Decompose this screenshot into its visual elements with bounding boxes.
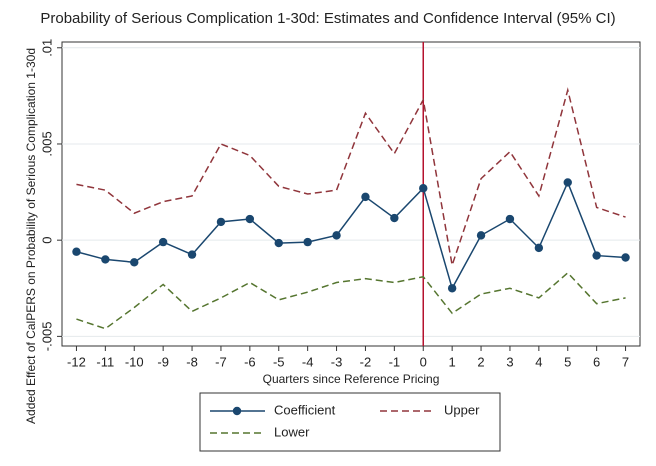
x-tick-label: -6 (244, 354, 256, 369)
legend-label: Upper (444, 402, 480, 417)
point (534, 243, 544, 253)
legend-label: Lower (274, 424, 310, 439)
x-tick-label: 0 (420, 354, 427, 369)
x-tick-label: 2 (477, 354, 484, 369)
point (361, 192, 370, 202)
point (419, 184, 428, 193)
y-axis-label: Added Effect of CalPERS on Probability o… (24, 48, 38, 424)
point (621, 253, 630, 262)
point (101, 255, 110, 264)
point (274, 238, 283, 248)
point (216, 217, 226, 227)
point (476, 231, 486, 240)
legend-marker (232, 406, 242, 416)
point (245, 214, 255, 224)
point (332, 231, 341, 240)
plot-area (61, 41, 641, 347)
x-tick-label: -12 (67, 354, 86, 369)
point (592, 251, 601, 260)
x-tick-label: -11 (96, 354, 114, 369)
x-tick-label: -3 (331, 354, 343, 369)
legend-box (199, 392, 501, 452)
point (563, 178, 572, 187)
x-tick-label: -9 (157, 354, 169, 369)
chart-title: Probability of Serious Complication 1-30… (40, 10, 615, 27)
point (187, 250, 197, 259)
point (505, 214, 515, 224)
x-tick-label: 1 (449, 354, 456, 369)
legend-label: Coefficient (274, 402, 336, 417)
y-tick-label: 0 (39, 237, 54, 244)
x-tick-label: -2 (360, 354, 372, 369)
x-tick-label: 7 (622, 354, 629, 369)
x-tick-label: -4 (302, 354, 314, 369)
series-line (76, 87, 626, 266)
point (390, 213, 399, 223)
x-tick-label: 3 (506, 354, 513, 369)
point (72, 247, 81, 256)
x-tick-label: 5 (564, 354, 571, 369)
y-tick-label: -.005 (39, 322, 54, 352)
point (303, 237, 312, 247)
point (158, 237, 168, 247)
point (130, 258, 139, 267)
x-tick-label: -10 (125, 354, 144, 369)
x-tick-label: 6 (593, 354, 600, 369)
point (447, 284, 457, 293)
series-line (76, 180, 626, 291)
x-tick-label: -7 (215, 354, 227, 369)
y-tick-label: .005 (39, 131, 54, 156)
y-tick-label: .01 (39, 39, 54, 57)
x-tick-label: 4 (535, 354, 542, 369)
x-tick-label: -8 (186, 354, 198, 369)
x-tick-label: -5 (273, 354, 285, 369)
x-axis-label: Quarters since Reference Pricing (263, 372, 440, 386)
x-tick-label: -1 (389, 354, 401, 369)
